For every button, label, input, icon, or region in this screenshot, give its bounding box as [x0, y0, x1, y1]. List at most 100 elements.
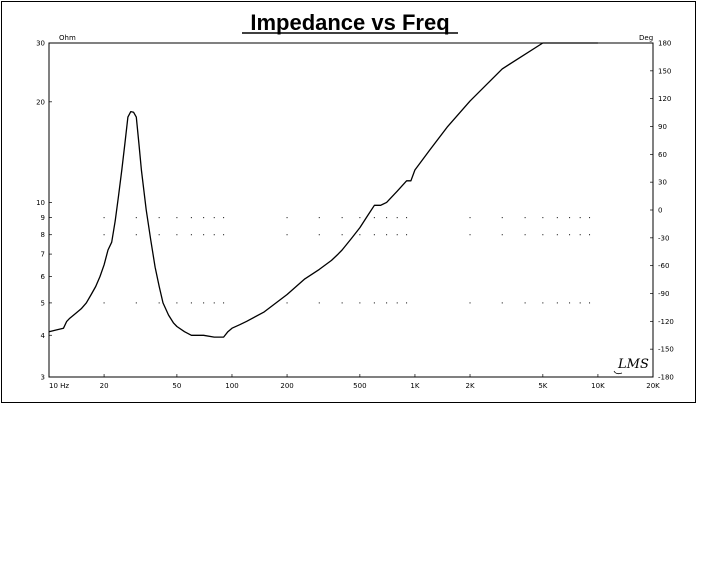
grid-dot	[135, 217, 137, 219]
grid-dot	[542, 234, 544, 236]
grid-dot	[318, 217, 320, 219]
grid-dot	[158, 302, 160, 304]
grid-dot	[318, 234, 320, 236]
grid-dot	[542, 302, 544, 304]
grid-dot	[524, 234, 526, 236]
grid-dot	[589, 234, 591, 236]
grid-dot	[286, 234, 288, 236]
x-tick-label: 10 Hz	[49, 382, 69, 390]
grid-dot	[569, 302, 571, 304]
chart-title: Impedance vs Freq	[250, 10, 449, 35]
grid-dot	[386, 217, 388, 219]
grid-dot	[386, 302, 388, 304]
grid-dot	[579, 234, 581, 236]
grid-dot	[176, 217, 178, 219]
grid-dot	[223, 234, 225, 236]
grid-dot	[469, 217, 471, 219]
lms-logo-text: LMS	[617, 357, 649, 372]
grid-dot	[286, 217, 288, 219]
grid-dot	[135, 302, 137, 304]
impedance-series-line	[48, 42, 598, 338]
grid-dot	[501, 217, 503, 219]
y-tick-label: 7	[41, 251, 45, 259]
y2-tick-label: 0	[658, 207, 662, 215]
grid-dot	[359, 217, 361, 219]
grid-dot	[318, 302, 320, 304]
grid-dot	[396, 217, 398, 219]
y-tick-label: 5	[41, 299, 45, 307]
y-tick-label: 20	[36, 98, 45, 106]
grid-dot	[556, 217, 558, 219]
grid-dot	[373, 302, 375, 304]
y2-tick-label: 30	[658, 179, 667, 187]
grid-dot	[190, 217, 192, 219]
y-axis-unit: Ohm	[59, 34, 76, 42]
y2-tick-label: 150	[658, 67, 671, 75]
grid-dot	[341, 217, 343, 219]
grid-dot	[579, 217, 581, 219]
grid-dot	[396, 234, 398, 236]
grid-dot	[406, 302, 408, 304]
y2-tick-label: 180	[658, 40, 671, 48]
grid-dot	[569, 217, 571, 219]
impedance-chart: Impedance vs Freq 10 Hz 20 50 100 200 500 1K 2K…	[36, 10, 674, 391]
grid-dot	[406, 234, 408, 236]
grid-dot	[359, 302, 361, 304]
grid-dot	[569, 234, 571, 236]
grid-dot	[542, 217, 544, 219]
grid-dot	[359, 234, 361, 236]
grid-dot	[190, 234, 192, 236]
y2-tick-label: -180	[658, 374, 674, 382]
y2-tick-label: -60	[658, 262, 669, 270]
y2-tick-label: -30	[658, 234, 669, 242]
grid-dot	[373, 234, 375, 236]
y-tick-label: 4	[41, 332, 46, 340]
y-tick-label: 8	[41, 231, 45, 239]
x-tick-label: 5K	[538, 382, 547, 390]
axis-ticks: 10 Hz 20 50 100 200 500 1K 2K 5K 10K 20K3456789102…	[36, 40, 674, 391]
grid-dot	[213, 217, 215, 219]
grid-dot	[373, 217, 375, 219]
grid-dot	[341, 302, 343, 304]
chart-frame: Impedance vs Freq 10 Hz 20 50 100 200 500 1K 2K…	[1, 1, 696, 403]
grid-dot	[176, 234, 178, 236]
grid-dot	[213, 234, 215, 236]
grid-dot	[469, 234, 471, 236]
y2-tick-label: -90	[658, 290, 669, 298]
x-tick-label: 200	[280, 382, 293, 390]
grid-dot	[406, 217, 408, 219]
y2-tick-label: -150	[658, 346, 674, 354]
y2-tick-label: 120	[658, 95, 671, 103]
x-tick-label: 20K	[646, 382, 660, 390]
grid-dot	[386, 234, 388, 236]
grid-dot	[501, 302, 503, 304]
x-tick-label: 500	[353, 382, 366, 390]
grid-dot	[135, 234, 137, 236]
grid-dot	[176, 302, 178, 304]
grid-dot	[396, 302, 398, 304]
grid-dot	[589, 217, 591, 219]
x-tick-label: 2K	[466, 382, 475, 390]
x-tick-label: 50	[172, 382, 181, 390]
y-tick-label: 9	[41, 214, 45, 222]
x-tick-label: 100	[225, 382, 238, 390]
grid-dot	[524, 217, 526, 219]
series-layer	[48, 42, 598, 338]
y-tick-label: 30	[36, 40, 45, 48]
y2-axis-unit: Deg	[639, 34, 653, 42]
grid-dot	[103, 234, 105, 236]
y-tick-label: 3	[41, 374, 45, 382]
grid-dot	[524, 302, 526, 304]
grid-dot	[213, 302, 215, 304]
x-tick-label: 20	[100, 382, 109, 390]
y2-tick-label: 90	[658, 123, 667, 131]
grid-dot	[223, 302, 225, 304]
grid-dot	[589, 302, 591, 304]
grid-dot	[190, 302, 192, 304]
grid-dot	[579, 302, 581, 304]
grid-dot	[203, 217, 205, 219]
grid-dot	[203, 302, 205, 304]
grid-dot	[341, 234, 343, 236]
grid-dot	[158, 217, 160, 219]
grid-dot	[556, 234, 558, 236]
